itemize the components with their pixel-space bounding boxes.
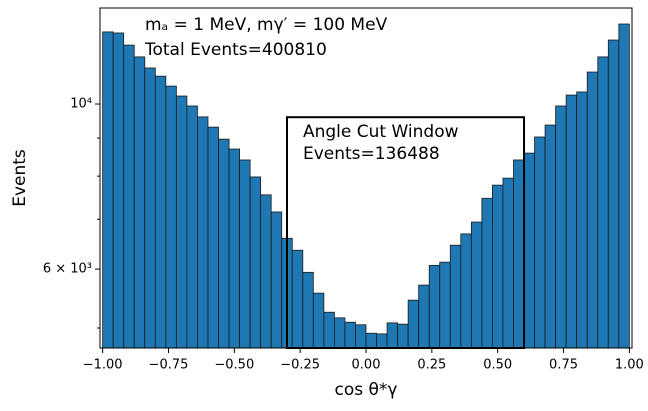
bar [449,244,462,349]
bar [218,138,230,349]
bar [586,71,599,349]
x-tick-label: 0.50 [483,358,512,373]
bar [618,23,630,349]
y-tick-label: 10⁴ [70,97,92,112]
bar [260,194,272,349]
bar [376,333,388,349]
bar [386,322,399,349]
bar [355,324,367,349]
x-tick-label: −1.00 [83,358,123,373]
bar [333,317,346,349]
x-tick-label: 0.75 [549,358,578,373]
bar [418,284,430,349]
bar [197,116,209,349]
bar [544,124,557,349]
x-tick-label: 0.00 [352,358,381,373]
bar [270,211,283,349]
bar [576,91,588,349]
bar [439,261,451,349]
bar [523,152,535,349]
bar [513,159,525,349]
bar [249,176,262,349]
bar [207,126,219,349]
x-tick-label: −0.75 [149,358,189,373]
bar [481,197,493,349]
bar [112,32,125,349]
y-tick-label: 6 × 10³ [43,262,92,277]
bar [492,184,504,349]
bar [123,44,135,349]
bar [144,67,156,349]
y-axis-label: Events [10,149,30,207]
bar [133,56,146,349]
bar [344,321,356,349]
bar [460,233,472,349]
bar [154,75,167,349]
bar [291,249,304,349]
bar [165,85,177,349]
annotation: mₐ = 1 MeV, mγ′ = 100 MeV [145,15,388,35]
bar [302,271,314,349]
x-tick-label: 1.00 [615,358,644,373]
bar [470,221,483,349]
bar [228,148,240,349]
bar [597,56,609,349]
x-tick-label: 0.25 [417,358,446,373]
x-axis-label: cos θ*γ [335,380,398,400]
bar [186,105,198,349]
bar [534,136,546,349]
bar [312,292,325,349]
bar [323,311,335,349]
bar [428,264,441,349]
bar [175,95,188,349]
bar [565,94,578,349]
annotation: Total Events=400810 [144,40,327,60]
bar [365,332,377,349]
bar [607,39,620,349]
x-tick-label: −0.25 [280,358,320,373]
bar [102,31,114,349]
bar [397,323,409,349]
window-label: Events=136488 [303,144,440,164]
bar [407,299,420,349]
x-tick-label: −0.50 [214,358,254,373]
bar [502,177,514,349]
window-label: Angle Cut Window [303,122,459,142]
bar [239,159,251,349]
bar [555,105,567,349]
